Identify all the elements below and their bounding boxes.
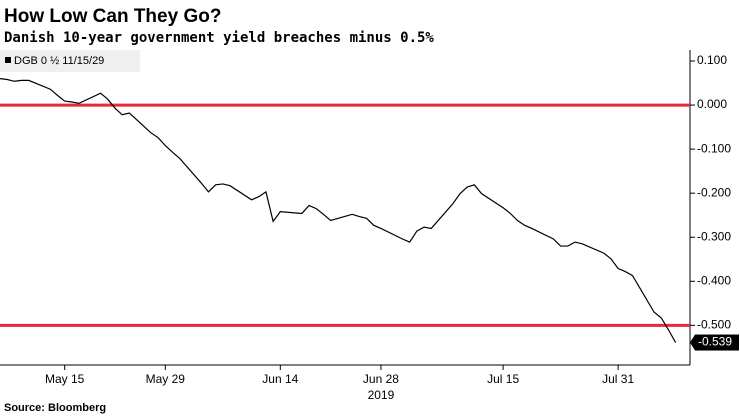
chart-subtitle: Danish 10-year government yield breaches…	[4, 30, 434, 46]
x-tick-label: May 15	[45, 372, 85, 386]
last-value-pointer	[690, 334, 695, 351]
y-tick-label: -0.200	[697, 185, 731, 199]
x-tick-label: Jul 31	[602, 372, 634, 386]
x-tick-label: Jun 14	[262, 372, 298, 386]
chart-title: How Low Can They Go?	[4, 6, 221, 27]
legend-box	[0, 50, 140, 72]
y-tick-label: 0.000	[697, 97, 727, 111]
legend-swatch	[5, 57, 11, 63]
y-tick-label: 0.100	[697, 53, 727, 67]
last-value-label: -0.539	[698, 335, 732, 349]
y-tick-label: -0.400	[697, 273, 731, 287]
x-year-label: 2019	[368, 388, 395, 402]
legend-label: DGB 0 ½ 11/15/29	[14, 55, 104, 67]
y-tick-label: -0.300	[697, 229, 731, 243]
source: Source: Bloomberg	[4, 402, 106, 414]
last-value-box	[695, 334, 739, 351]
y-tick-label: -0.100	[697, 141, 731, 155]
x-tick-label: May 29	[146, 372, 186, 386]
x-tick-label: Jul 15	[487, 372, 519, 386]
y-tick-label: -0.500	[697, 318, 731, 332]
x-tick-label: Jun 28	[363, 372, 399, 386]
line-series	[0, 78, 677, 343]
